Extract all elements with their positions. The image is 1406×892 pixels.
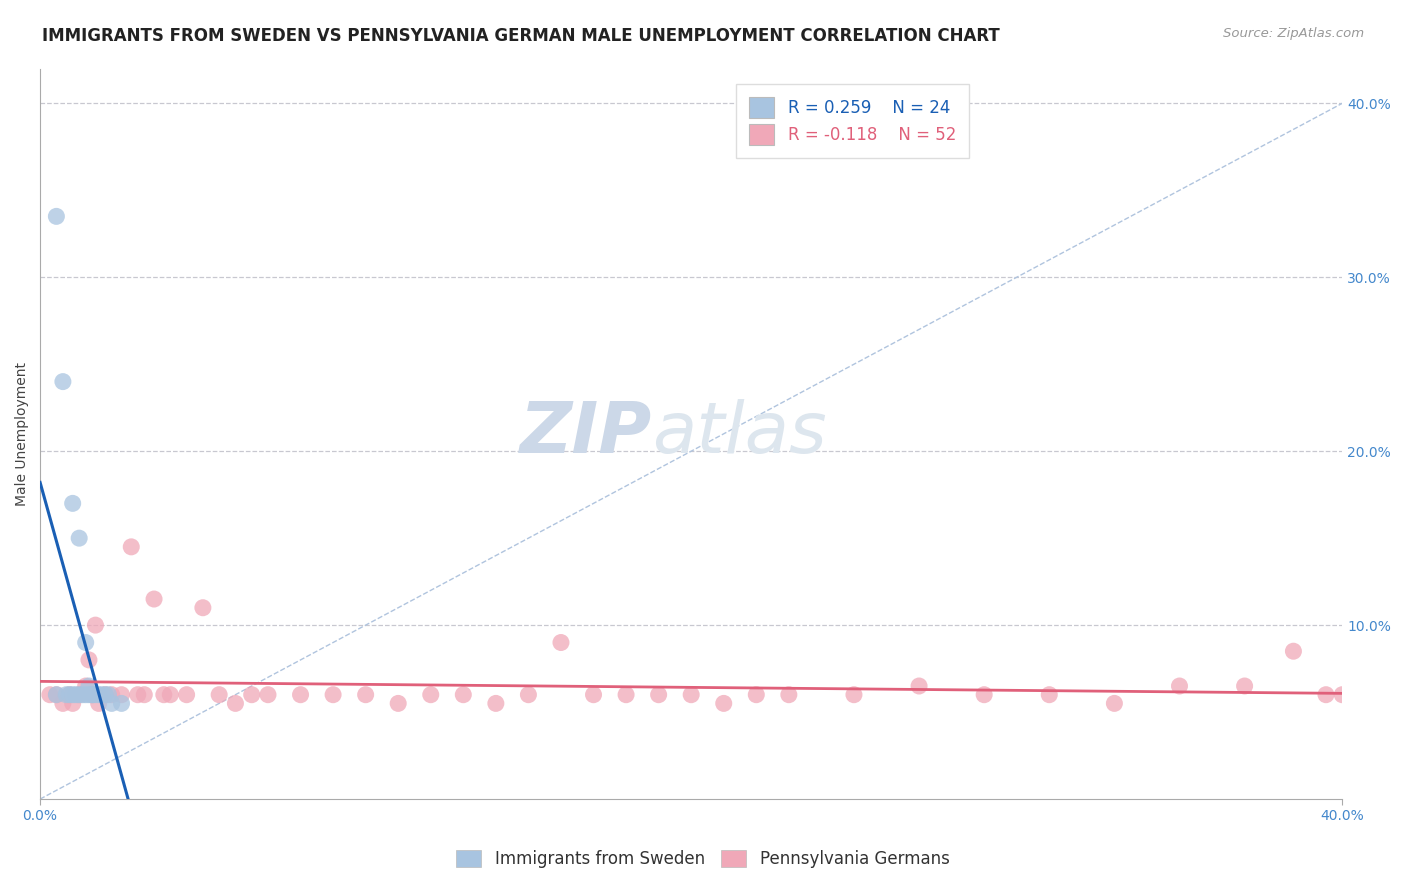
Point bbox=[159, 688, 181, 702]
Point bbox=[354, 688, 377, 702]
Point bbox=[908, 679, 931, 693]
Point bbox=[1315, 688, 1337, 702]
Point bbox=[94, 688, 117, 702]
Point bbox=[58, 688, 80, 702]
Point bbox=[62, 697, 84, 711]
Point bbox=[550, 635, 572, 649]
Point bbox=[52, 697, 75, 711]
Point bbox=[842, 688, 865, 702]
Y-axis label: Male Unemployment: Male Unemployment bbox=[15, 362, 30, 506]
Point bbox=[77, 653, 100, 667]
Point bbox=[973, 688, 995, 702]
Point bbox=[82, 688, 104, 702]
Point bbox=[94, 688, 117, 702]
Point bbox=[75, 635, 97, 649]
Point bbox=[127, 688, 149, 702]
Point bbox=[582, 688, 605, 702]
Point bbox=[67, 688, 90, 702]
Point bbox=[387, 697, 409, 711]
Point bbox=[143, 592, 166, 607]
Point bbox=[1104, 697, 1126, 711]
Point bbox=[176, 688, 198, 702]
Point bbox=[65, 688, 87, 702]
Point bbox=[67, 531, 90, 545]
Point bbox=[77, 679, 100, 693]
Point bbox=[82, 688, 104, 702]
Point bbox=[614, 688, 637, 702]
Point bbox=[681, 688, 703, 702]
Text: IMMIGRANTS FROM SWEDEN VS PENNSYLVANIA GERMAN MALE UNEMPLOYMENT CORRELATION CHAR: IMMIGRANTS FROM SWEDEN VS PENNSYLVANIA G… bbox=[42, 27, 1000, 45]
Point bbox=[75, 688, 97, 702]
Point bbox=[1233, 679, 1256, 693]
Point bbox=[1282, 644, 1305, 658]
Point bbox=[100, 688, 122, 702]
Point bbox=[453, 688, 475, 702]
Point bbox=[97, 688, 120, 702]
Point bbox=[72, 688, 94, 702]
Point bbox=[62, 496, 84, 510]
Point bbox=[322, 688, 344, 702]
Point bbox=[290, 688, 312, 702]
Point bbox=[52, 375, 75, 389]
Point bbox=[58, 688, 80, 702]
Point bbox=[77, 688, 100, 702]
Point bbox=[745, 688, 768, 702]
Point bbox=[110, 697, 132, 711]
Point bbox=[1331, 688, 1354, 702]
Point bbox=[100, 697, 122, 711]
Point bbox=[45, 210, 67, 224]
Point bbox=[517, 688, 540, 702]
Point bbox=[67, 688, 90, 702]
Point bbox=[240, 688, 263, 702]
Point bbox=[778, 688, 800, 702]
Point bbox=[120, 540, 142, 554]
Point bbox=[84, 688, 107, 702]
Text: Source: ZipAtlas.com: Source: ZipAtlas.com bbox=[1223, 27, 1364, 40]
Point bbox=[82, 688, 104, 702]
Point bbox=[1038, 688, 1060, 702]
Point bbox=[62, 688, 84, 702]
Point bbox=[84, 618, 107, 632]
Point bbox=[647, 688, 669, 702]
Point bbox=[55, 688, 77, 702]
Point bbox=[713, 697, 735, 711]
Point bbox=[153, 688, 176, 702]
Point bbox=[1168, 679, 1191, 693]
Point bbox=[134, 688, 156, 702]
Point bbox=[257, 688, 280, 702]
Point bbox=[191, 600, 214, 615]
Text: atlas: atlas bbox=[652, 400, 827, 468]
Legend: R = 0.259    N = 24, R = -0.118    N = 52: R = 0.259 N = 24, R = -0.118 N = 52 bbox=[735, 84, 969, 158]
Point bbox=[110, 688, 132, 702]
Text: ZIP: ZIP bbox=[520, 400, 652, 468]
Point bbox=[87, 688, 110, 702]
Point bbox=[91, 688, 114, 702]
Point bbox=[38, 688, 60, 702]
Point bbox=[485, 697, 508, 711]
Point bbox=[75, 679, 97, 693]
Legend: Immigrants from Sweden, Pennsylvania Germans: Immigrants from Sweden, Pennsylvania Ger… bbox=[450, 843, 956, 875]
Point bbox=[419, 688, 441, 702]
Point bbox=[208, 688, 231, 702]
Point bbox=[45, 688, 67, 702]
Point bbox=[45, 688, 67, 702]
Point bbox=[87, 697, 110, 711]
Point bbox=[224, 697, 246, 711]
